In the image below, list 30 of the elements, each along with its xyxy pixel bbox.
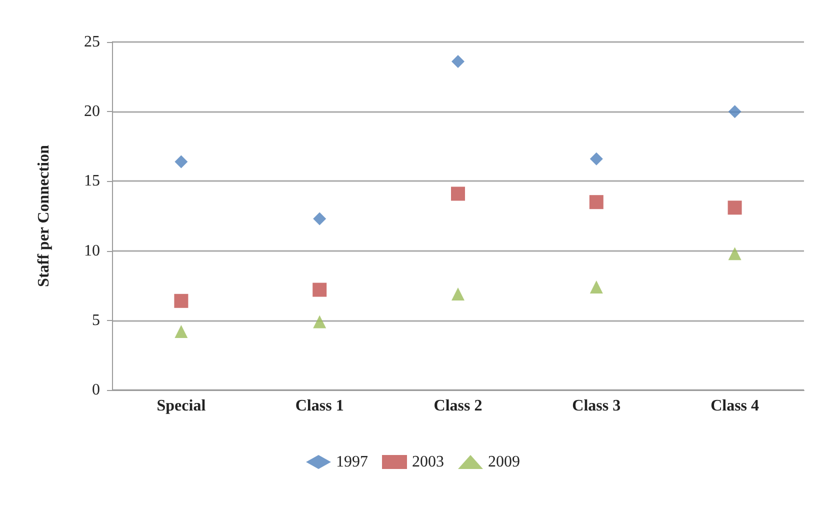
x-tick-label: Class 3 — [572, 398, 621, 414]
point — [174, 294, 188, 308]
point — [590, 152, 603, 166]
point — [728, 105, 742, 118]
legend-label: 2003 — [412, 454, 444, 470]
point — [590, 280, 603, 294]
point — [174, 325, 188, 338]
point — [728, 200, 742, 215]
x-tick-label: Class 4 — [710, 398, 760, 414]
point — [313, 212, 326, 226]
y-tick-label: 10 — [84, 242, 100, 260]
y-tick-label: 15 — [84, 172, 100, 190]
point — [452, 287, 464, 300]
y-tick-label: 25 — [84, 34, 100, 50]
y-tick-label: 5 — [92, 312, 100, 329]
point — [452, 54, 464, 68]
legend-label: 2009 — [488, 454, 520, 470]
point — [728, 247, 742, 260]
y-axis-title: Staff per Connection — [36, 144, 52, 287]
point — [313, 315, 326, 328]
x-tick-label: Class 1 — [295, 398, 344, 414]
x-tick-label: Class 2 — [434, 398, 482, 414]
point — [451, 186, 465, 201]
x-tick-label: Special — [156, 398, 206, 414]
legend-label: 1997 — [336, 454, 368, 470]
point — [312, 282, 327, 297]
y-tick-label: 20 — [84, 103, 100, 120]
point — [174, 155, 188, 168]
y-tick-label: 0 — [92, 382, 100, 398]
point — [589, 195, 604, 210]
